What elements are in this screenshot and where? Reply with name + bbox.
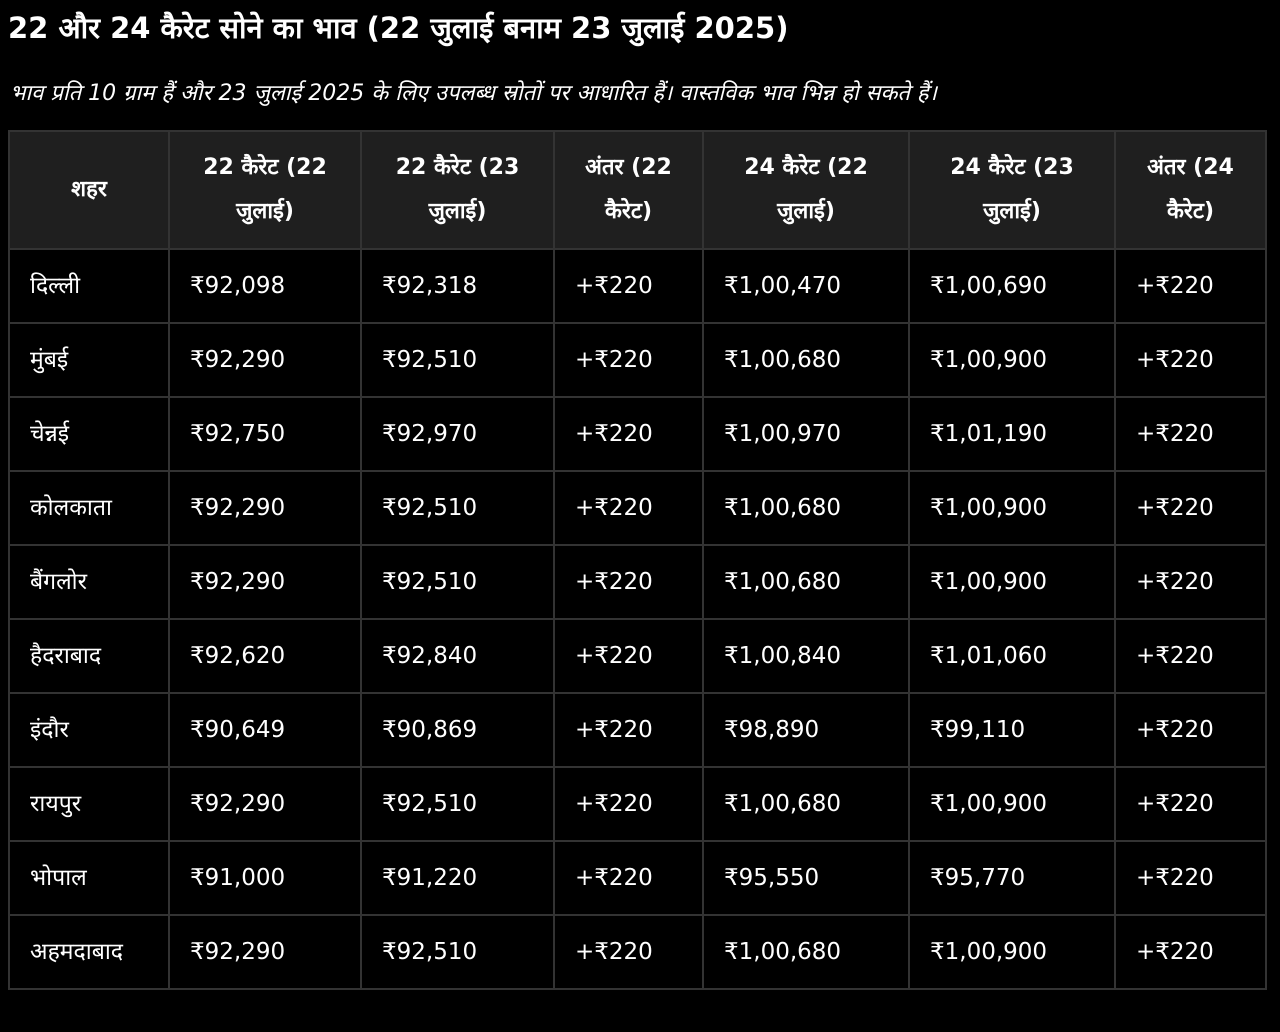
- price-cell: ₹92,290: [168, 470, 362, 546]
- diff-cell: +₹220: [1114, 766, 1267, 842]
- price-cell: ₹1,00,840: [702, 618, 910, 694]
- price-cell: ₹1,00,900: [908, 470, 1116, 546]
- page-title: 22 और 24 कैरेट सोने का भाव (22 जुलाई बना…: [8, 11, 789, 45]
- price-cell: ₹1,00,470: [702, 248, 910, 324]
- price-cell: ₹92,510: [360, 470, 555, 546]
- diff-cell: +₹220: [1114, 322, 1267, 398]
- diff-cell: +₹220: [553, 248, 704, 324]
- price-cell: ₹95,550: [702, 840, 910, 916]
- table-row: रायपुर ₹92,290 ₹92,510 +₹220 ₹1,00,680 ₹…: [8, 766, 1267, 842]
- price-cell: ₹90,649: [168, 692, 362, 768]
- page-subtitle: भाव प्रति 10 ग्राम हैं और 23 जुलाई 2025 …: [10, 81, 937, 106]
- price-cell: ₹92,318: [360, 248, 555, 324]
- table-row: इंदौर ₹90,649 ₹90,869 +₹220 ₹98,890 ₹99,…: [8, 692, 1267, 768]
- diff-cell: +₹220: [1114, 248, 1267, 324]
- price-cell: ₹1,00,680: [702, 322, 910, 398]
- diff-cell: +₹220: [553, 470, 704, 546]
- city-cell: चेन्नई: [8, 396, 170, 472]
- table-row: मुंबई ₹92,290 ₹92,510 +₹220 ₹1,00,680 ₹1…: [8, 322, 1267, 398]
- price-cell: ₹92,510: [360, 914, 555, 990]
- header-city: शहर: [8, 130, 170, 250]
- price-cell: ₹1,00,900: [908, 914, 1116, 990]
- table-row: दिल्ली ₹92,098 ₹92,318 +₹220 ₹1,00,470 ₹…: [8, 248, 1267, 324]
- price-cell: ₹92,750: [168, 396, 362, 472]
- price-cell: ₹1,00,680: [702, 470, 910, 546]
- header-diff-22k: अंतर (22 कैरेट): [553, 130, 704, 250]
- city-cell: इंदौर: [8, 692, 170, 768]
- price-cell: ₹1,01,060: [908, 618, 1116, 694]
- price-cell: ₹91,220: [360, 840, 555, 916]
- diff-cell: +₹220: [553, 914, 704, 990]
- price-cell: ₹1,00,900: [908, 544, 1116, 620]
- price-cell: ₹1,01,190: [908, 396, 1116, 472]
- header-24k-jul23: 24 कैरेट (23 जुलाई): [908, 130, 1116, 250]
- city-cell: कोलकाता: [8, 470, 170, 546]
- diff-cell: +₹220: [553, 692, 704, 768]
- price-cell: ₹1,00,900: [908, 766, 1116, 842]
- city-cell: भोपाल: [8, 840, 170, 916]
- price-cell: ₹1,00,690: [908, 248, 1116, 324]
- table-row: चेन्नई ₹92,750 ₹92,970 +₹220 ₹1,00,970 ₹…: [8, 396, 1267, 472]
- diff-cell: +₹220: [1114, 914, 1267, 990]
- price-table: शहर 22 कैरेट (22 जुलाई) 22 कैरेट (23 जुल…: [8, 130, 1267, 990]
- diff-cell: +₹220: [553, 618, 704, 694]
- diff-cell: +₹220: [1114, 396, 1267, 472]
- table-row: कोलकाता ₹92,290 ₹92,510 +₹220 ₹1,00,680 …: [8, 470, 1267, 546]
- table-row: हैदराबाद ₹92,620 ₹92,840 +₹220 ₹1,00,840…: [8, 618, 1267, 694]
- price-cell: ₹92,970: [360, 396, 555, 472]
- diff-cell: +₹220: [1114, 692, 1267, 768]
- price-cell: ₹92,290: [168, 544, 362, 620]
- price-cell: ₹1,00,680: [702, 766, 910, 842]
- price-cell: ₹92,510: [360, 322, 555, 398]
- header-22k-jul23: 22 कैरेट (23 जुलाई): [360, 130, 555, 250]
- price-cell: ₹1,00,970: [702, 396, 910, 472]
- price-cell: ₹92,098: [168, 248, 362, 324]
- price-cell: ₹92,290: [168, 914, 362, 990]
- city-cell: मुंबई: [8, 322, 170, 398]
- diff-cell: +₹220: [553, 840, 704, 916]
- city-cell: बैंगलोर: [8, 544, 170, 620]
- price-cell: ₹1,00,900: [908, 322, 1116, 398]
- price-cell: ₹1,00,680: [702, 544, 910, 620]
- diff-cell: +₹220: [1114, 470, 1267, 546]
- header-24k-jul22: 24 कैरेट (22 जुलाई): [702, 130, 910, 250]
- price-cell: ₹95,770: [908, 840, 1116, 916]
- price-cell: ₹92,620: [168, 618, 362, 694]
- price-cell: ₹98,890: [702, 692, 910, 768]
- diff-cell: +₹220: [553, 396, 704, 472]
- price-cell: ₹92,510: [360, 544, 555, 620]
- city-cell: दिल्ली: [8, 248, 170, 324]
- diff-cell: +₹220: [1114, 618, 1267, 694]
- header-22k-jul22: 22 कैरेट (22 जुलाई): [168, 130, 362, 250]
- price-cell: ₹92,510: [360, 766, 555, 842]
- price-cell: ₹1,00,680: [702, 914, 910, 990]
- price-table-container: शहर 22 कैरेट (22 जुलाई) 22 कैरेट (23 जुल…: [8, 130, 1267, 990]
- city-cell: हैदराबाद: [8, 618, 170, 694]
- price-cell: ₹92,840: [360, 618, 555, 694]
- price-cell: ₹92,290: [168, 766, 362, 842]
- table-row: बैंगलोर ₹92,290 ₹92,510 +₹220 ₹1,00,680 …: [8, 544, 1267, 620]
- diff-cell: +₹220: [553, 766, 704, 842]
- table-header-row: शहर 22 कैरेट (22 जुलाई) 22 कैरेट (23 जुल…: [8, 130, 1267, 250]
- price-cell: ₹99,110: [908, 692, 1116, 768]
- diff-cell: +₹220: [553, 544, 704, 620]
- diff-cell: +₹220: [1114, 840, 1267, 916]
- diff-cell: +₹220: [1114, 544, 1267, 620]
- diff-cell: +₹220: [553, 322, 704, 398]
- price-cell: ₹91,000: [168, 840, 362, 916]
- table-row: भोपाल ₹91,000 ₹91,220 +₹220 ₹95,550 ₹95,…: [8, 840, 1267, 916]
- price-cell: ₹90,869: [360, 692, 555, 768]
- city-cell: अहमदाबाद: [8, 914, 170, 990]
- price-cell: ₹92,290: [168, 322, 362, 398]
- table-row: अहमदाबाद ₹92,290 ₹92,510 +₹220 ₹1,00,680…: [8, 914, 1267, 990]
- city-cell: रायपुर: [8, 766, 170, 842]
- header-diff-24k: अंतर (24 कैरेट): [1114, 130, 1267, 250]
